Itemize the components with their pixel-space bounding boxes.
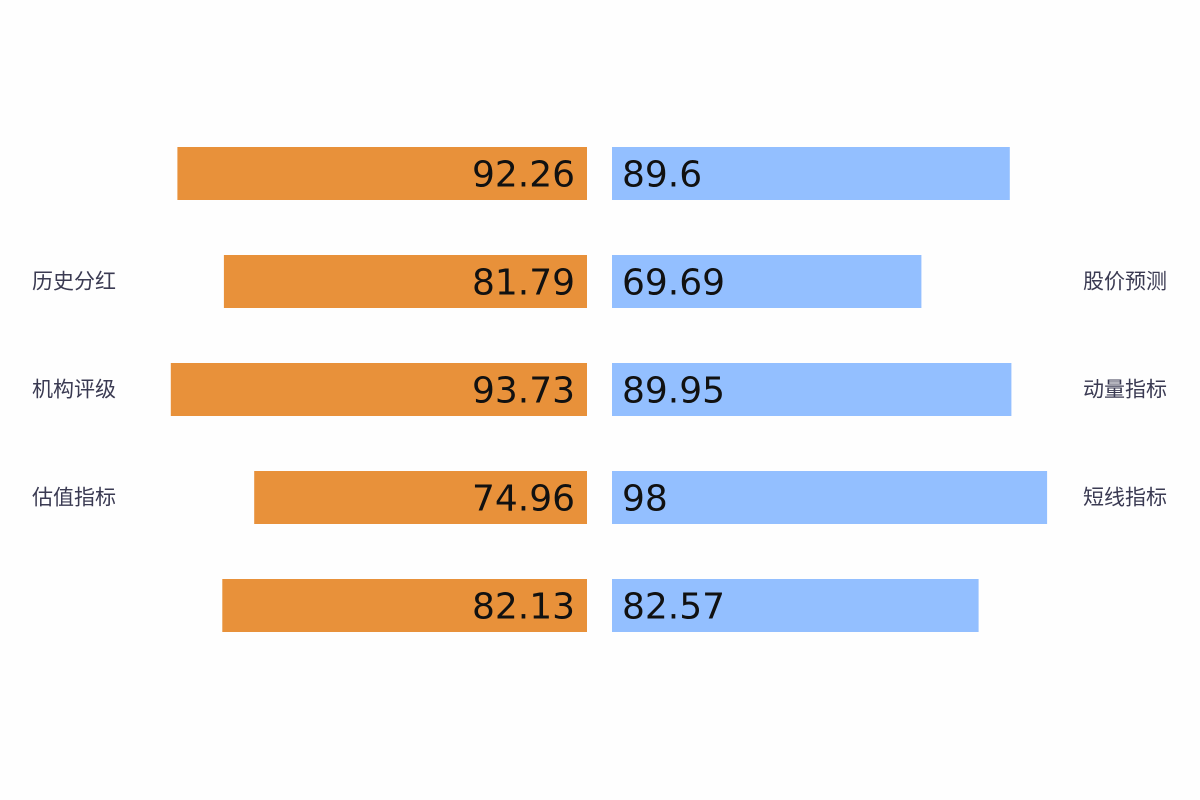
left-value-label: 93.73: [472, 371, 575, 412]
right-category-label: 股价预测: [1083, 270, 1167, 294]
right-value-label: 82.57: [622, 587, 725, 628]
left-category-label: 历史分红: [32, 270, 116, 294]
left-value-label: 74.96: [472, 479, 575, 520]
left-value-label: 81.79: [472, 263, 575, 304]
left-value-label: 92.26: [472, 155, 575, 196]
right-bar: [612, 471, 1048, 524]
right-category-label: 短线指标: [1083, 486, 1167, 510]
right-bar: [612, 147, 1010, 200]
left-category-label: 估值指标: [32, 486, 116, 510]
right-bar: [612, 579, 979, 632]
right-value-label: 89.95: [622, 371, 725, 412]
right-value-label: 98: [622, 479, 668, 520]
right-category-label: 动量指标: [1083, 378, 1167, 402]
right-bar: [612, 363, 1012, 416]
right-bar: [612, 255, 922, 308]
left-bar: [223, 255, 587, 308]
left-bar: [222, 579, 588, 632]
right-value-label: 89.6: [622, 155, 702, 196]
right-value-label: 69.69: [622, 263, 725, 304]
left-category-label: 机构评级: [32, 378, 116, 402]
left-value-label: 82.13: [472, 587, 575, 628]
left-bar: [254, 471, 587, 524]
left-bar: [177, 147, 587, 200]
left-bar: [170, 363, 588, 416]
